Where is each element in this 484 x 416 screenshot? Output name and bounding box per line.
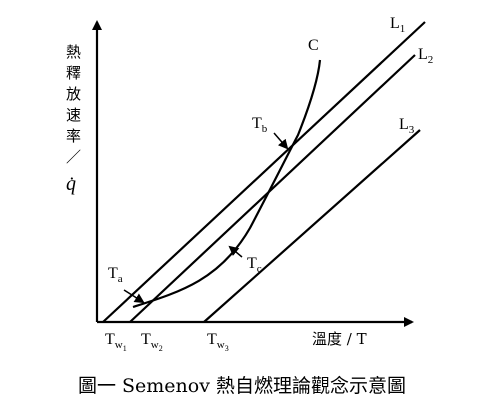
label-tw1-main: T	[105, 331, 115, 348]
label-tw1-sub: w	[115, 339, 123, 351]
label-tw3-subsub: 3	[225, 344, 229, 353]
label-tb: Tb	[252, 115, 268, 135]
label-tc-sub: c	[257, 263, 262, 275]
label-tw1: Tw1	[105, 331, 127, 353]
label-c: C	[308, 37, 319, 54]
label-ta: Ta	[108, 265, 123, 285]
label-tw3-sub: w	[217, 339, 225, 351]
curve-c	[132, 59, 322, 309]
label-tc: Tc	[247, 255, 262, 275]
label-l2-sub: 2	[428, 54, 434, 66]
line-l1	[102, 21, 426, 323]
y-axis-symbol: q̇	[66, 173, 76, 195]
label-l1-sub: 1	[400, 23, 406, 35]
label-tb-main: T	[252, 115, 262, 132]
label-tc-main: T	[247, 255, 257, 272]
label-l2: L2	[418, 46, 433, 66]
label-l2-main: L	[418, 46, 428, 63]
y-axis-label-char: 放	[66, 85, 81, 103]
label-ta-sub: a	[118, 273, 123, 285]
label-l1-main: L	[390, 15, 400, 32]
label-tw3-main: T	[207, 331, 217, 348]
label-l3: L3	[399, 116, 415, 136]
y-axis-label-char: 熱	[66, 43, 81, 61]
line-l2	[129, 54, 416, 323]
label-l1: L1	[390, 15, 405, 35]
figure-caption: 圖一 Semenov 熱自燃理論觀念示意圖	[78, 374, 406, 397]
label-tw2-sub: w	[151, 339, 159, 351]
label-ta-main: T	[108, 265, 118, 282]
label-l3-main: L	[399, 116, 409, 133]
y-axis-label-char: 速	[66, 106, 81, 124]
line-l3	[203, 129, 421, 323]
x-axis-label: 溫度 / T	[312, 330, 367, 348]
y-axis-label-char: ／	[66, 148, 81, 166]
label-l3-sub: 3	[409, 124, 415, 136]
label-tw2-subsub: 2	[159, 344, 163, 353]
pointer-arrow-tc	[228, 245, 243, 258]
y-axis-label-char: 釋	[66, 64, 81, 82]
label-tb-sub: b	[262, 123, 268, 135]
label-tw2-main: T	[141, 331, 151, 348]
pointer-arrow-tb	[273, 132, 289, 150]
label-tw3: Tw3	[207, 331, 229, 353]
y-axis-label-char: 率	[66, 127, 81, 145]
label-tw2: Tw2	[141, 331, 163, 353]
pointer-arrow-ta	[123, 289, 145, 304]
label-tw1-subsub: 1	[123, 344, 127, 353]
